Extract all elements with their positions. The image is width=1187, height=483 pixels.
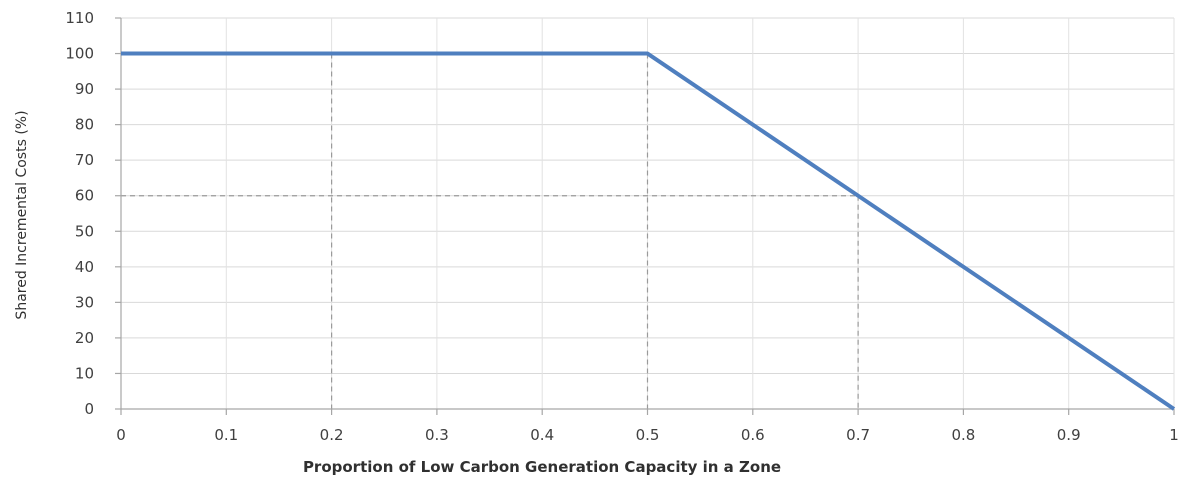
y-tick-label-2: 20 [75, 329, 94, 347]
x-tick-label-1: 0.1 [214, 426, 238, 444]
x-tick-labels: 0 0.1 0.2 0.3 0.4 0.5 0.6 0.7 0.8 0.9 1 [116, 426, 1179, 444]
y-tick-label-5: 50 [75, 222, 94, 240]
y-tick-label-8: 80 [75, 116, 94, 134]
axes [115, 18, 1174, 415]
x-tick-label-2: 0.2 [320, 426, 344, 444]
y-tick-label-3: 30 [75, 293, 94, 311]
y-tick-label-0: 0 [84, 400, 94, 418]
y-tick-label-11: 110 [65, 9, 94, 27]
y-axis-label: Shared Incremental Costs (%) [14, 110, 30, 319]
y-tick-label-9: 90 [75, 80, 94, 98]
y-tick-label-6: 60 [75, 187, 94, 205]
y-tick-label-1: 10 [75, 364, 94, 382]
y-tick-labels: 0 10 20 30 40 50 60 70 80 90 100 110 [65, 9, 94, 418]
x-tick-label-0: 0 [116, 426, 126, 444]
y-tick-label-10: 100 [65, 45, 94, 63]
x-tick-label-10: 1 [1169, 426, 1179, 444]
x-tick-label-9: 0.9 [1057, 426, 1081, 444]
x-tick-label-7: 0.7 [846, 426, 870, 444]
x-tick-label-5: 0.5 [636, 426, 660, 444]
x-tick-label-8: 0.8 [951, 426, 975, 444]
y-tick-label-4: 40 [75, 258, 94, 276]
grid [121, 18, 1174, 409]
x-tick-label-6: 0.6 [741, 426, 765, 444]
x-axis-label: Proportion of Low Carbon Generation Capa… [303, 458, 781, 476]
y-tick-label-7: 70 [75, 151, 94, 169]
x-tick-label-3: 0.3 [425, 426, 449, 444]
x-tick-label-4: 0.4 [530, 426, 554, 444]
